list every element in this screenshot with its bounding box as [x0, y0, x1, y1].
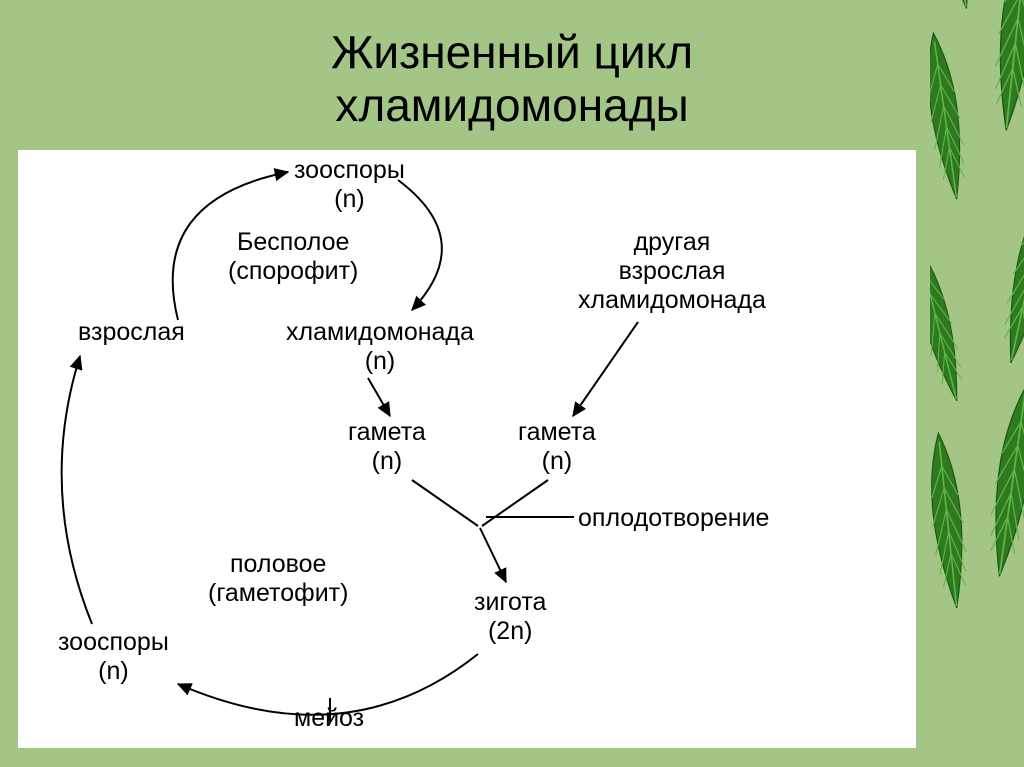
- node-chlamydomonada: хламидомонада (n): [286, 318, 474, 376]
- node-meiosis: мейоз: [294, 704, 364, 733]
- slide-title: Жизненный цикл хламидомонады: [0, 26, 1024, 132]
- label-sexual: половое (гаметофит): [208, 550, 348, 608]
- node-zoospores-bot: зооспоры (n): [58, 628, 169, 686]
- slide: Жизненный цикл хламидомонады зооспоры (n…: [0, 0, 1024, 767]
- diagram-panel: зооспоры (n) Бесполое (спорофит) взросла…: [18, 150, 916, 748]
- node-zygote: зигота (2n): [474, 588, 546, 646]
- node-adult: взрослая: [78, 318, 185, 347]
- label-asexual: Бесполое (спорофит): [228, 228, 358, 286]
- node-zoospores-top: зооспоры (n): [294, 156, 405, 214]
- node-gamete-left: гамета (n): [348, 418, 426, 476]
- node-other-adult: другая взрослая хламидомонада: [578, 228, 766, 314]
- node-fertilization: оплодотворение: [578, 504, 769, 533]
- leaf-decoration: [930, 0, 1024, 767]
- node-gamete-right: гамета (n): [518, 418, 596, 476]
